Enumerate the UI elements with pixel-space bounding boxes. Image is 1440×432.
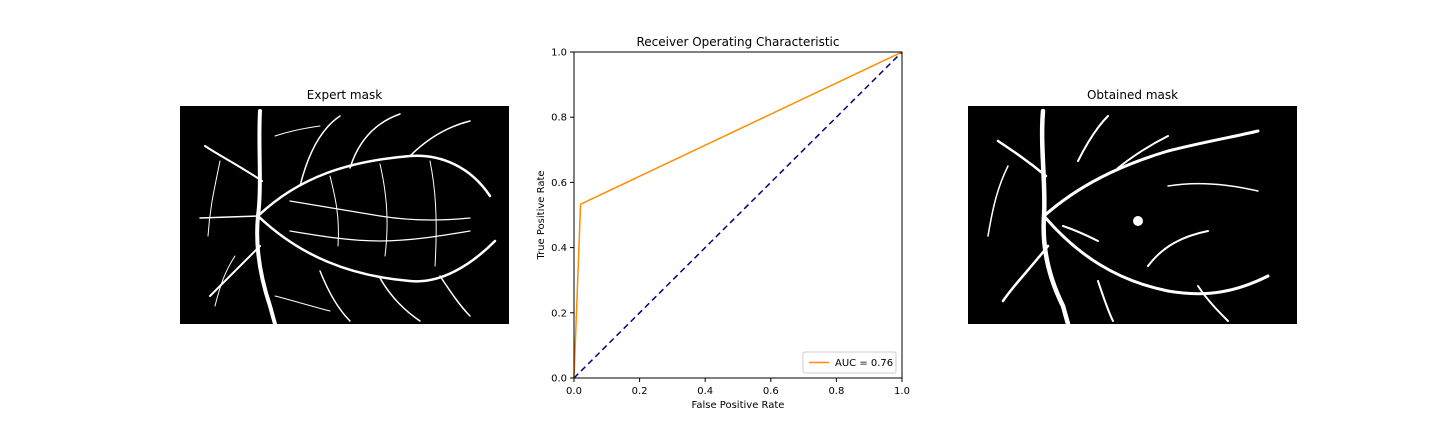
y-tick-label: 0.0 [551, 374, 567, 385]
axes-frame [573, 51, 903, 379]
roc-curve-line [573, 51, 903, 379]
y-tick-label: 0.2 [551, 308, 567, 319]
x-axis-label: False Positive Rate [692, 400, 785, 411]
x-tick-label: 0.6 [763, 386, 779, 397]
y-tick-label: 0.4 [551, 243, 567, 254]
expert-mask-image [180, 106, 509, 324]
y-tick-label: 1.0 [551, 48, 567, 59]
y-axis-label: True Positive Rate [536, 170, 547, 260]
x-tick-label: 1.0 [894, 386, 910, 397]
obtained-mask-title: Obtained mask [1086, 88, 1179, 102]
diagonal-reference-line [573, 51, 903, 379]
x-tick-label: 0.0 [566, 386, 582, 397]
legend-box [802, 351, 897, 374]
chart-title: Receiver Operating Characteristic [636, 35, 839, 49]
legend-label: AUC = 0.76 [835, 358, 893, 369]
x-tick-label: 0.4 [697, 386, 713, 397]
expert-mask-title: Expert mask [306, 88, 383, 102]
x-tick-label: 0.8 [828, 386, 844, 397]
x-tick-label: 0.2 [632, 386, 648, 397]
y-tick-label: 0.6 [551, 178, 567, 189]
obtained-mask-image [968, 106, 1297, 324]
y-tick-label: 0.8 [551, 113, 567, 124]
